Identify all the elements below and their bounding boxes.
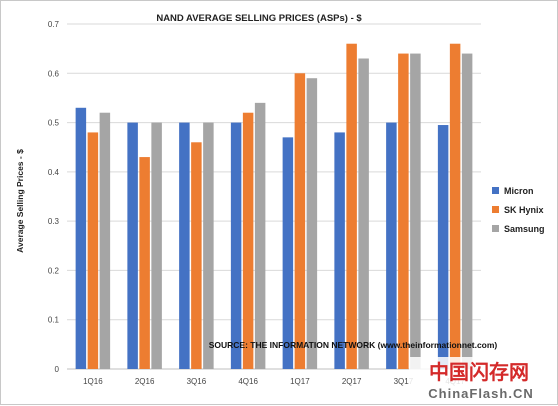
x-tick-label: 1Q16	[83, 377, 103, 386]
y-tick-label: 0.2	[48, 266, 60, 275]
legend-swatch-micron	[492, 187, 499, 194]
bar-samsung-1q17	[306, 78, 318, 369]
x-tick-label: 2Q17	[342, 377, 362, 386]
legend-label: SK Hynix	[504, 205, 544, 215]
y-tick-label: 0.6	[48, 69, 60, 78]
y-tick-label: 0.5	[48, 119, 60, 128]
bars	[75, 43, 473, 370]
bar-sk-hynix-3q17	[398, 53, 409, 369]
y-tick-label: 0	[55, 365, 60, 374]
y-tick-label: 0.4	[48, 168, 60, 177]
y-tick-label: 0.3	[48, 217, 60, 226]
bar-micron-2q17	[334, 132, 345, 369]
bar-micron-3q16	[179, 122, 190, 369]
x-axis-ticks: 1Q162Q163Q164Q161Q172Q173Q174Q17	[83, 377, 465, 386]
y-tick-label: 0.7	[48, 20, 60, 29]
bar-micron-1q17	[282, 137, 294, 369]
x-tick-label: 1Q17	[290, 377, 310, 386]
legend-swatch-samsung	[492, 225, 499, 232]
chart-title: NAND AVERAGE SELLING PRICES (ASPs) - $	[156, 13, 362, 24]
bar-samsung-4q16	[254, 102, 266, 369]
bar-sk-hynix-4q17	[449, 43, 461, 369]
source-annotation: SOURCE: THE INFORMATION NETWORK (www.the…	[209, 340, 498, 350]
bar-samsung-1q16	[99, 112, 111, 369]
x-tick-label: 4Q16	[238, 377, 258, 386]
bar-sk-hynix-1q16	[87, 132, 99, 369]
bar-sk-hynix-2q17	[346, 43, 357, 369]
x-tick-label: 2Q16	[135, 377, 155, 386]
bar-sk-hynix-3q16	[191, 142, 202, 369]
legend-label: Micron	[504, 186, 534, 196]
bar-micron-4q17	[437, 125, 449, 370]
bar-sk-hynix-4q16	[242, 112, 254, 369]
x-tick-label: 3Q16	[187, 377, 207, 386]
legend: Micron SK Hynix Samsung	[492, 186, 545, 234]
bar-micron-4q16	[230, 122, 242, 369]
bar-samsung-2q16	[151, 122, 162, 369]
watermark-latin: ChinaFlash.CN	[428, 386, 533, 401]
bar-sk-hynix-2q16	[139, 157, 150, 369]
legend-label: Samsung	[504, 224, 545, 234]
bar-sk-hynix-1q17	[294, 73, 306, 370]
watermark-backdrop	[409, 357, 555, 403]
x-tick-label: 3Q17	[394, 377, 414, 386]
y-tick-label: 0.1	[48, 316, 60, 325]
y-axis-ticks: 0 0.1 0.2 0.3 0.4 0.5 0.6 0.7	[48, 20, 60, 374]
watermark-chinese: 中国闪存网	[429, 360, 529, 384]
bar-samsung-4q17	[461, 53, 473, 369]
bar-micron-2q16	[127, 122, 138, 369]
bar-micron-1q16	[75, 107, 87, 370]
legend-swatch-sk-hynix	[492, 206, 499, 213]
bar-samsung-2q17	[358, 58, 369, 369]
bar-samsung-3q17	[410, 53, 421, 369]
bar-samsung-3q16	[203, 122, 214, 369]
bar-micron-3q17	[386, 122, 397, 369]
y-axis-label: Average Selling Prices - $	[15, 149, 25, 253]
